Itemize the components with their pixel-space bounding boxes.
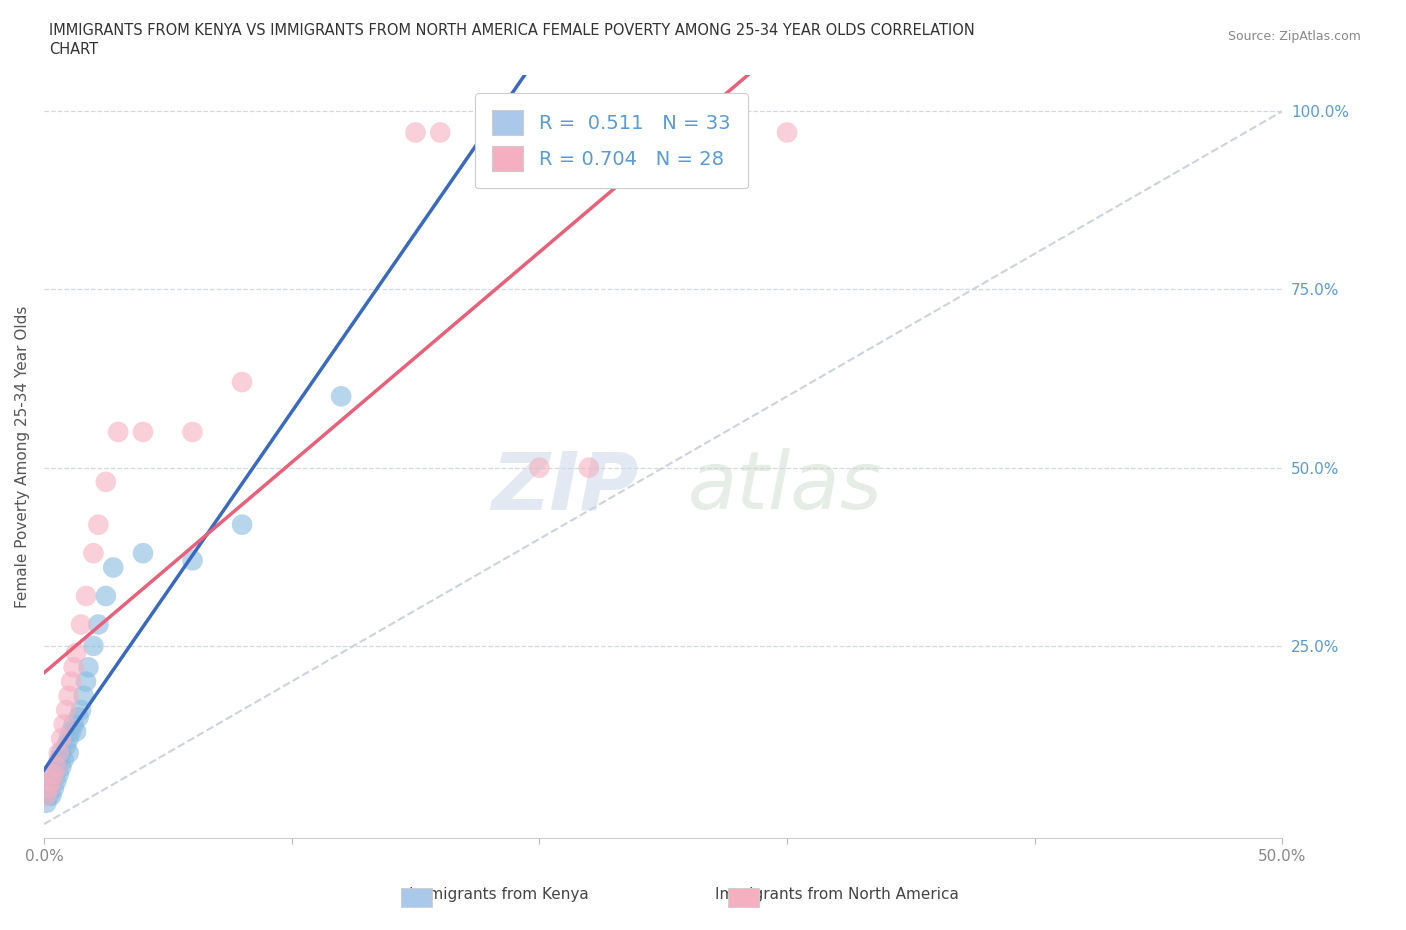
Point [404, 125, 426, 140]
Point [58, 746, 80, 761]
Point [45, 774, 67, 789]
Point [38, 781, 60, 796]
Text: atlas: atlas [688, 448, 883, 526]
Point [42, 767, 65, 782]
Point [60, 724, 83, 739]
Point [94, 589, 117, 604]
Point [107, 424, 129, 439]
Point [578, 460, 600, 475]
Point [45, 760, 67, 775]
Point [45, 760, 67, 775]
Point [52, 717, 75, 732]
Point [478, 125, 501, 140]
Point [38, 789, 60, 804]
Point [42, 767, 65, 782]
Text: Source: ZipAtlas.com: Source: ZipAtlas.com [1227, 30, 1361, 43]
Point [52, 752, 75, 767]
Point [75, 674, 97, 689]
Point [72, 688, 94, 703]
Point [529, 460, 551, 475]
Point [41, 774, 63, 789]
Point [75, 589, 97, 604]
Point [132, 424, 155, 439]
Legend: R =  0.511   N = 33, R = 0.704   N = 28: R = 0.511 N = 33, R = 0.704 N = 28 [475, 93, 748, 189]
Point [55, 703, 77, 718]
Point [62, 717, 84, 732]
Point [231, 517, 253, 532]
Point [103, 560, 125, 575]
Point [48, 752, 70, 767]
Point [51, 731, 73, 746]
Point [70, 618, 93, 632]
Point [330, 389, 353, 404]
Point [70, 703, 93, 718]
Point [62, 660, 84, 675]
Point [58, 688, 80, 703]
Point [35, 789, 58, 804]
Text: CHART: CHART [49, 42, 98, 57]
Text: ZIP: ZIP [491, 448, 638, 526]
Point [35, 795, 58, 810]
Point [51, 746, 73, 761]
Point [231, 375, 253, 390]
Point [82, 546, 104, 561]
Point [181, 553, 204, 568]
Point [58, 731, 80, 746]
Point [429, 125, 451, 140]
Text: Immigrants from North America: Immigrants from North America [714, 887, 959, 902]
Point [67, 710, 90, 724]
Point [48, 746, 70, 761]
Point [41, 774, 63, 789]
Point [51, 760, 73, 775]
Point [776, 125, 799, 140]
Point [87, 517, 110, 532]
Text: IMMIGRANTS FROM KENYA VS IMMIGRANTS FROM NORTH AMERICA FEMALE POVERTY AMONG 25-3: IMMIGRANTS FROM KENYA VS IMMIGRANTS FROM… [49, 23, 974, 38]
Point [65, 724, 87, 739]
Point [65, 645, 87, 660]
Point [38, 781, 60, 796]
Point [181, 424, 204, 439]
Point [94, 474, 117, 489]
Point [41, 789, 63, 804]
Point [48, 767, 70, 782]
Point [82, 639, 104, 654]
Point [42, 781, 65, 796]
Point [132, 546, 155, 561]
Point [60, 674, 83, 689]
Point [77, 660, 100, 675]
Point [55, 738, 77, 753]
Point [87, 618, 110, 632]
Y-axis label: Female Poverty Among 25-34 Year Olds: Female Poverty Among 25-34 Year Olds [15, 306, 30, 608]
Text: Immigrants from Kenya: Immigrants from Kenya [409, 887, 589, 902]
